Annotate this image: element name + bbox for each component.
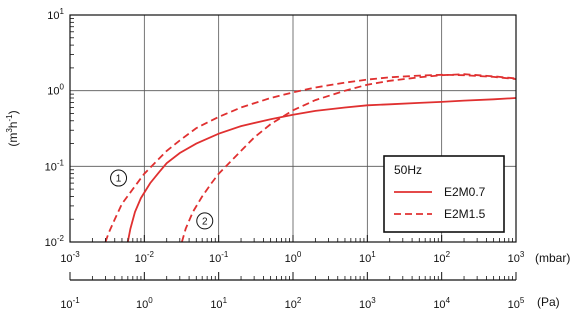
x-axis-unit: (mbar): [535, 251, 570, 265]
y-axis-label: (m3h-1): [5, 110, 20, 146]
grid: [70, 15, 516, 242]
legend-box: [383, 155, 505, 233]
x-tick-label: 10-1: [209, 250, 229, 265]
annotation-circle-1: [110, 169, 128, 187]
legend-entry-2: E2M1.5: [444, 207, 486, 221]
x-tick-label: 103: [508, 250, 525, 265]
x2-axis-unit: (Pa): [537, 295, 560, 309]
secondary-x-axis: 10-1 100 101 102 103 104 105 (Pa): [60, 272, 560, 311]
y-tick-label: 100: [47, 83, 64, 98]
y-tick-label: 10-2: [45, 234, 65, 249]
annotations: 12: [110, 169, 214, 230]
x2-tick-label: 103: [359, 296, 376, 311]
x-tick-label: 10-2: [135, 250, 155, 265]
y-tick-label: 101: [47, 7, 64, 22]
annotation-circle-2: [196, 212, 214, 230]
x2-tick-label: 105: [508, 296, 525, 311]
ticks-layer: [69, 18, 517, 242]
x2-tick-label: 102: [285, 296, 302, 311]
x2-tick-label: 100: [136, 296, 153, 311]
legend-title: 50Hz: [394, 163, 422, 177]
x-tick-label: 100: [285, 250, 302, 265]
x2-tick-label: 104: [433, 296, 450, 311]
series-layer: [104, 73, 517, 243]
annotation-label-2: 2: [202, 216, 208, 227]
x2-tick-label: 10-1: [60, 296, 80, 311]
annotation-label-1: 1: [116, 174, 122, 185]
y-tick-label: 10-1: [45, 158, 65, 173]
x-tick-label: 10-3: [60, 250, 80, 265]
series-line-2: [104, 73, 517, 243]
series-line-1: [126, 97, 517, 243]
x2-tick-label: 101: [210, 296, 227, 311]
legend: 50Hz E2M0.7 E2M1.5: [383, 155, 505, 233]
legend-entry-1: E2M0.7: [444, 185, 486, 199]
x-tick-label: 102: [433, 250, 450, 265]
x-tick-label: 101: [359, 250, 376, 265]
labels-layer: 10-3 10-2 10-1 100 101 102 103 (mbar)10-210-110…: [5, 7, 570, 265]
